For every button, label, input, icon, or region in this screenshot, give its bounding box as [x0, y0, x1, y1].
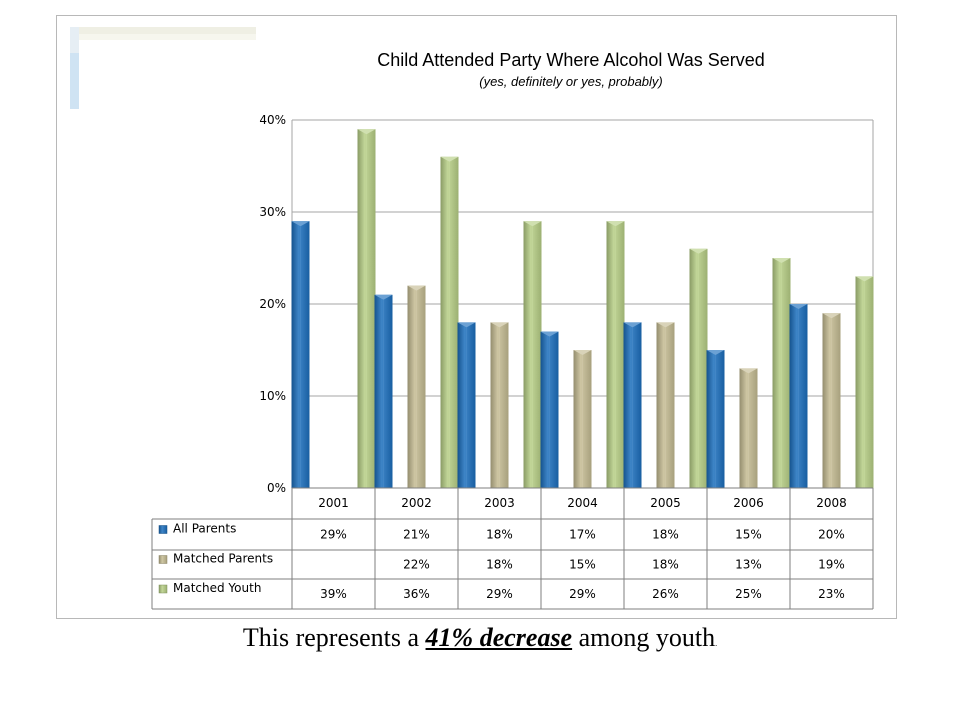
data-label-matched-parents: 19% [818, 558, 845, 572]
bar-matched-youth-2006 [772, 258, 791, 488]
data-label-matched-parents: 18% [652, 558, 679, 572]
data-label-matched-parents: 13% [735, 558, 762, 572]
x-tick-label: 2001 [318, 496, 349, 510]
bar-matched-youth-2005 [689, 248, 708, 488]
data-label-matched-youth: 29% [486, 587, 513, 601]
legend-key-matched-parents [158, 555, 168, 564]
bar-matched-parents-2006 [739, 368, 758, 488]
x-tick-label: 2002 [401, 496, 432, 510]
bar-matched-youth-2001 [357, 129, 376, 488]
decorative-corner [70, 27, 256, 109]
legend-label-all-parents: All Parents [173, 522, 236, 536]
bar-matched-parents-2008 [822, 313, 841, 488]
x-tick-label: 2004 [567, 496, 598, 510]
bar-matched-youth-2002 [440, 156, 459, 489]
data-label-all-parents: 18% [652, 528, 679, 542]
legend-key-matched-youth [158, 584, 168, 594]
bar-matched-youth-2008 [855, 276, 874, 488]
bar-all-parents-2001 [291, 221, 310, 488]
bar-matched-parents-2002 [407, 285, 426, 488]
bar-matched-parents-2004 [573, 350, 592, 488]
data-label-matched-youth: 26% [652, 587, 679, 601]
y-tick-label: 40% [259, 113, 286, 127]
x-tick-label: 2005 [650, 496, 681, 510]
caption-text-before: This represents a [242, 623, 426, 652]
bar-matched-parents-2003 [490, 322, 509, 488]
data-label-matched-youth: 39% [320, 587, 347, 601]
y-tick-label: 0% [267, 481, 286, 495]
data-label-matched-youth: 36% [403, 587, 430, 601]
bar-all-parents-2003 [457, 322, 476, 488]
data-label-all-parents: 18% [486, 528, 513, 542]
y-tick-label: 30% [259, 205, 286, 219]
data-label-all-parents: 20% [818, 528, 845, 542]
caption: This represents a 41% decrease among you… [0, 623, 960, 653]
data-label-matched-parents: 15% [569, 558, 596, 572]
legend-key-all-parents [158, 525, 168, 534]
x-tick-label: 2003 [484, 496, 515, 510]
bars [291, 129, 874, 489]
y-tick-label: 20% [259, 297, 286, 311]
data-label-all-parents: 17% [569, 528, 596, 542]
bar-all-parents-2004 [540, 331, 559, 488]
data-label-all-parents: 21% [403, 528, 430, 542]
caption-period: . [715, 639, 718, 648]
caption-emphasis: 41% decrease [425, 623, 573, 652]
bar-matched-parents-2005 [656, 322, 675, 488]
chart-title: Child Attended Party Where Alcohol Was S… [377, 50, 765, 70]
data-label-all-parents: 29% [320, 528, 347, 542]
data-label-matched-youth: 29% [569, 587, 596, 601]
bar-all-parents-2006 [706, 350, 725, 488]
bar-matched-youth-2004 [606, 221, 625, 488]
x-tick-label: 2008 [816, 496, 847, 510]
bar-all-parents-2005 [623, 322, 642, 488]
data-table: 2001 2002 2003 2004 2005 2006 2008 All Parents 2… [151, 487, 874, 610]
chart-subtitle: (yes, definitely or yes, probably) [479, 74, 663, 89]
bar-matched-youth-2003 [523, 221, 542, 488]
legend-label-matched-youth: Matched Youth [173, 581, 261, 595]
data-label-all-parents: 15% [735, 528, 762, 542]
legend-label-matched-parents: Matched Parents [173, 552, 273, 566]
chart-frame [56, 15, 897, 619]
bar-all-parents-2008 [789, 304, 808, 488]
bar-all-parents-2002 [374, 294, 393, 488]
data-label-matched-youth: 23% [818, 587, 845, 601]
data-label-matched-parents: 22% [403, 558, 430, 572]
caption-text-after: among youth [572, 623, 716, 652]
data-label-matched-youth: 25% [735, 587, 762, 601]
x-tick-label: 2006 [733, 496, 764, 510]
data-label-matched-parents: 18% [486, 558, 513, 572]
y-tick-label: 10% [259, 389, 286, 403]
